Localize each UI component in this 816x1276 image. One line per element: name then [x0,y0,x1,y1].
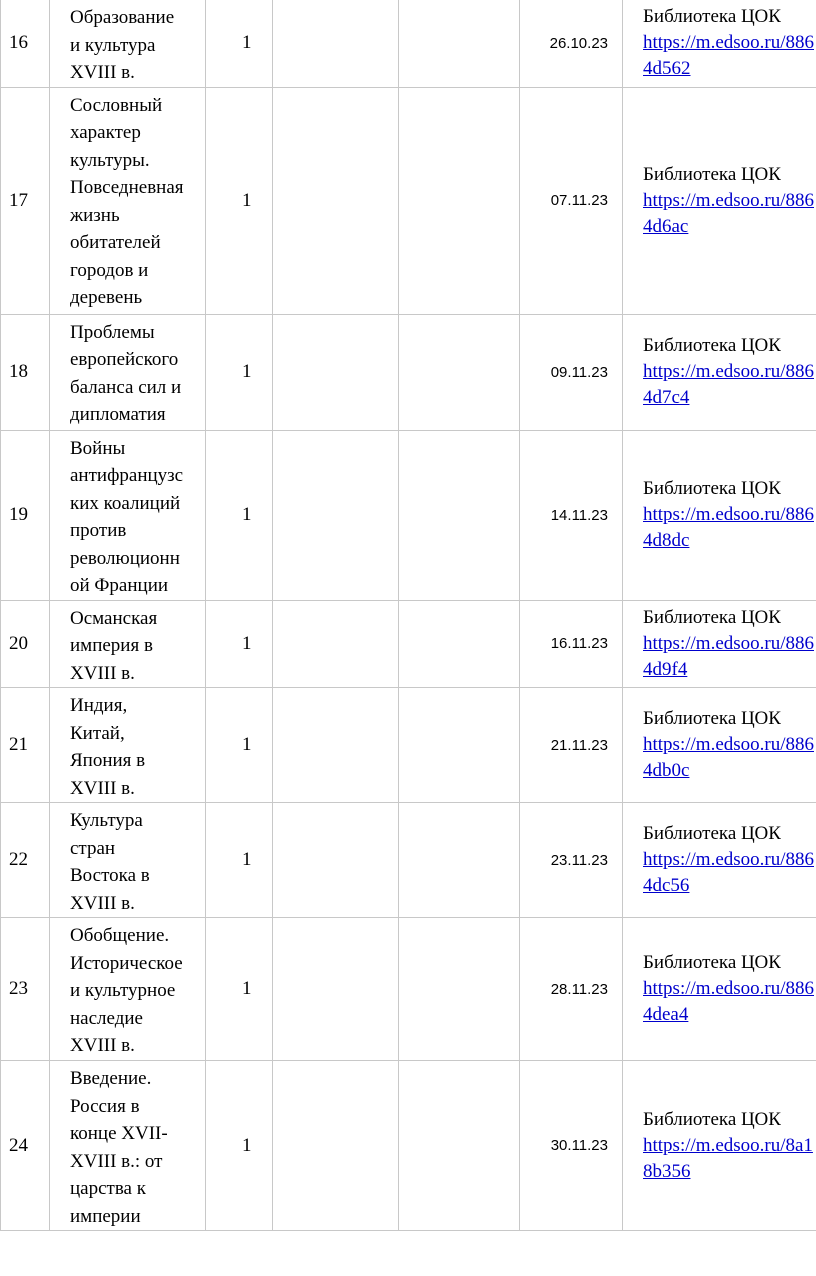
hours-count: 1 [205,687,273,803]
control-works-cell [272,1060,399,1231]
lesson-number: 22 [0,802,50,918]
resource-link[interactable]: https://m.edsoo.ru/8864d6ac [643,189,814,237]
resource-label: Библиотека ЦОК [643,606,781,628]
resource-link[interactable]: https://m.edsoo.ru/8864d9f4 [643,632,814,680]
table-row: 18 Проблемы европейского баланса сил и ди… [0,313,816,431]
resource-label: Библиотека ЦОК [643,952,781,973]
lesson-date: 16.11.23 [519,599,623,688]
hours-count: 1 [205,802,273,918]
resource-label: Библиотека ЦОК [643,823,781,844]
resource-link[interactable]: https://m.edsoo.ru/8864dea4 [643,978,814,1025]
control-works-cell [272,86,399,315]
table-row: 19 Войны антифранцузс ких коалиций против… [0,429,816,601]
lesson-date: 28.11.23 [519,917,623,1061]
resource-cell: Библиотека ЦОК https://m.edsoo.ru/8864d56… [622,0,816,88]
control-works-cell [272,687,399,803]
table-row: 16 Образование и культура XVIII в. 1 26.10.… [0,0,816,88]
lesson-date: 09.11.23 [519,313,623,431]
lesson-date: 26.10.23 [519,0,623,88]
resource-label: Библиотека ЦОК [643,1108,781,1130]
lesson-topic: Османская империя в XVIII в. [49,599,206,688]
resource-cell: Библиотека ЦОК https://m.edsoo.ru/8a18b35… [622,1060,816,1231]
hours-count: 1 [205,429,273,601]
lesson-topic: Сословный характер культуры. Повседневна… [49,86,206,315]
lesson-topic: Обобщение. Историческое и культурное нас… [49,917,206,1061]
resource-cell: Библиотека ЦОК https://m.edsoo.ru/8864d7c… [622,313,816,431]
control-works-cell [272,802,399,918]
resource-link[interactable]: https://m.edsoo.ru/8864d8dc [643,504,814,551]
hours-count: 1 [205,0,273,88]
hours-count: 1 [205,86,273,315]
lesson-date: 07.11.23 [519,86,623,315]
practical-works-cell [398,687,520,803]
practical-works-cell [398,86,520,315]
lesson-number: 16 [0,0,50,88]
control-works-cell [272,313,399,431]
lesson-date: 30.11.23 [519,1060,623,1231]
hours-count: 1 [205,313,273,431]
resource-link[interactable]: https://m.edsoo.ru/8a18b356 [643,1134,813,1182]
control-works-cell [272,599,399,688]
lesson-number: 18 [0,313,50,431]
practical-works-cell [398,1060,520,1231]
lesson-number: 20 [0,599,50,688]
lesson-date: 21.11.23 [519,687,623,803]
table-row: 21 Индия, Китай, Япония в XVIII в. 1 21.11.… [0,687,816,803]
control-works-cell [272,429,399,601]
resource-cell: Библиотека ЦОК https://m.edsoo.ru/8864d6a… [622,86,816,315]
lesson-topic: Образование и культура XVIII в. [49,0,206,88]
resource-link[interactable]: https://m.edsoo.ru/8864dc56 [643,849,814,896]
lesson-number: 17 [0,86,50,315]
resource-link[interactable]: https://m.edsoo.ru/8864d7c4 [643,361,814,408]
resource-link[interactable]: https://m.edsoo.ru/8864d562 [643,32,814,80]
table-row: 24 Введение. Россия в конце XVII- XVIII в… [0,1060,816,1231]
hours-count: 1 [205,599,273,688]
lesson-topic: Индия, Китай, Япония в XVIII в. [49,687,206,803]
table-row: 22 Культура стран Востока в XVIII в. 1 23.1… [0,802,816,918]
lesson-topic: Культура стран Востока в XVIII в. [49,802,206,918]
practical-works-cell [398,0,520,88]
lesson-date: 14.11.23 [519,429,623,601]
resource-label: Библиотека ЦОК [643,335,781,356]
practical-works-cell [398,802,520,918]
table-row: 17 Сословный характер культуры. Повседнев… [0,86,816,315]
lesson-topic: Введение. Россия в конце XVII- XVIII в.:… [49,1060,206,1231]
control-works-cell [272,0,399,88]
resource-label: Библиотека ЦОК [643,163,781,185]
resource-label: Библиотека ЦОК [643,708,781,729]
resource-cell: Библиотека ЦОК https://m.edsoo.ru/8864db0… [622,687,816,803]
lesson-plan-table: 16 Образование и культура XVIII в. 1 26.10.… [0,0,816,1231]
lesson-topic: Войны антифранцузс ких коалиций против р… [49,429,206,601]
lesson-number: 24 [0,1060,50,1231]
hours-count: 1 [205,1060,273,1231]
table-row: 23 Обобщение. Историческое и культурное н… [0,917,816,1061]
lesson-number: 23 [0,917,50,1061]
lesson-number: 19 [0,429,50,601]
resource-label: Библиотека ЦОК [643,478,781,499]
resource-cell: Библиотека ЦОК https://m.edsoo.ru/8864d9f… [622,599,816,688]
lesson-date: 23.11.23 [519,802,623,918]
hours-count: 1 [205,917,273,1061]
practical-works-cell [398,917,520,1061]
practical-works-cell [398,599,520,688]
control-works-cell [272,917,399,1061]
resource-cell: Библиотека ЦОК https://m.edsoo.ru/8864dea… [622,917,816,1061]
lesson-number: 21 [0,687,50,803]
table-row: 20 Османская империя в XVIII в. 1 16.11.23 Б… [0,599,816,688]
resource-cell: Библиотека ЦОК https://m.edsoo.ru/8864d8d… [622,429,816,601]
lesson-topic: Проблемы европейского баланса сил и дипл… [49,313,206,431]
practical-works-cell [398,313,520,431]
practical-works-cell [398,429,520,601]
resource-label: Библиотека ЦОК [643,6,781,28]
resource-cell: Библиотека ЦОК https://m.edsoo.ru/8864dc5… [622,802,816,918]
resource-link[interactable]: https://m.edsoo.ru/8864db0c [643,734,814,781]
